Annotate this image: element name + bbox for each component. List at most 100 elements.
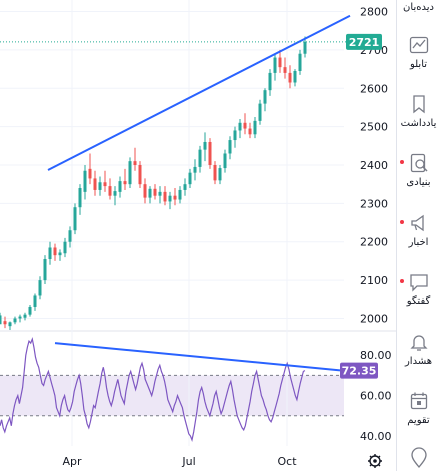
- candle-body: [158, 191, 162, 196]
- candle-body: [293, 70, 297, 83]
- candle-body: [43, 259, 47, 281]
- chat-icon: [409, 274, 428, 292]
- candle-body: [228, 140, 232, 154]
- candle-body: [8, 322, 12, 327]
- candle-body: [103, 182, 107, 187]
- sidebar-item-calendar[interactable]: تقویم: [397, 390, 439, 426]
- candle-body: [233, 130, 237, 141]
- candle-body: [0, 315, 2, 325]
- candle-body: [248, 128, 252, 135]
- candle-body: [3, 321, 7, 325]
- sidebar-item-label: گفتگو: [406, 296, 431, 307]
- candle-body: [163, 191, 167, 202]
- candle-body: [188, 172, 192, 185]
- candle-body: [118, 181, 122, 192]
- sidebar-item-label: تابلو: [409, 59, 428, 70]
- sidebar-item-location[interactable]: [397, 447, 439, 469]
- fundamentals-search-icon: [410, 153, 428, 173]
- rsi-tick-label: 80.00: [360, 349, 392, 362]
- candle-body: [73, 207, 77, 231]
- candle-body: [183, 184, 187, 190]
- last-price-badge: [346, 33, 382, 50]
- sidebar-item-label: یادداشت: [400, 118, 437, 129]
- news-megaphone-icon: [410, 214, 424, 232]
- candle-body: [218, 168, 222, 181]
- candle-body: [128, 161, 132, 185]
- sidebar-item-alerts[interactable]: هشدار: [397, 331, 439, 367]
- candle-body: [263, 90, 267, 104]
- price-tick-label: 2100: [360, 274, 388, 287]
- rsi-value-badge: [340, 362, 378, 379]
- candle-body: [88, 168, 92, 179]
- candle-body: [138, 165, 142, 185]
- candle-body: [223, 153, 227, 169]
- candle-body: [253, 120, 257, 135]
- candle-body: [173, 195, 177, 200]
- price-tick-label: 2600: [360, 82, 388, 95]
- candle-body: [283, 67, 287, 73]
- sidebar-item-fundamentals[interactable]: بنیادی: [397, 152, 439, 188]
- candle-body: [303, 41, 307, 54]
- candle-body: [78, 188, 82, 208]
- price-trendline: [47, 14, 351, 171]
- candle-body: [268, 72, 272, 91]
- candle-body: [168, 195, 172, 202]
- sidebar-item-board[interactable]: تابلو: [397, 34, 439, 70]
- candle-body: [28, 306, 32, 315]
- candle-body: [13, 318, 17, 323]
- candle-body: [178, 189, 182, 200]
- chart-settings-icon[interactable]: [368, 454, 382, 468]
- candle-body: [68, 230, 72, 242]
- sidebar-item-chat[interactable]: گفتگو: [397, 271, 439, 307]
- candle-body: [48, 247, 52, 260]
- notes-icon: [412, 95, 425, 114]
- candle-body: [278, 57, 282, 68]
- candle-body: [98, 182, 102, 190]
- notification-dot: [400, 279, 404, 283]
- rsi-line: [0, 337, 306, 442]
- price-tick-label: 2400: [360, 159, 388, 172]
- candle-body: [298, 53, 302, 71]
- price-tick-label: 2200: [360, 236, 388, 249]
- sidebar-item-label: اخبار: [408, 237, 429, 248]
- candle-body: [108, 186, 112, 196]
- candle-body: [58, 252, 62, 256]
- candle-body: [273, 57, 277, 73]
- candle-body: [63, 241, 67, 254]
- sidebar-item-label: تقویم: [407, 415, 430, 426]
- price-tick-label: 2500: [360, 121, 388, 134]
- sidebar-item-notes[interactable]: یادداشت: [397, 93, 439, 129]
- chart-canvas[interactable]: 28002700260025002400230022002100200080.0…: [0, 0, 396, 471]
- right-sidebar: دیده‌بان تابلو یادداشت بنیادی اخبار: [396, 0, 439, 471]
- candle-body: [38, 280, 42, 296]
- time-tick-label: Oct: [277, 455, 297, 468]
- candle-body: [198, 149, 202, 167]
- rsi-value-label: 72.35: [342, 365, 377, 378]
- sidebar-item-label: هشدار: [404, 356, 433, 367]
- sidebar-item-label: بنیادی: [406, 177, 431, 188]
- sidebar-item-watchlist[interactable]: دیده‌بان: [397, 0, 439, 13]
- candle-body: [148, 188, 152, 198]
- sidebar-item-news[interactable]: اخبار: [397, 212, 439, 248]
- board-chart-icon: [409, 36, 428, 54]
- last-price-label: 2721: [349, 36, 380, 49]
- candle-body: [153, 188, 157, 196]
- candle-body: [133, 161, 137, 165]
- price-tick-label: 2000: [360, 312, 388, 325]
- candle-body: [243, 122, 247, 129]
- candle-body: [113, 191, 117, 196]
- trendline-layer[interactable]: [47, 14, 351, 372]
- time-axis: Apr Jul Oct: [62, 455, 297, 468]
- price-tick-label: 2300: [360, 197, 388, 210]
- rsi-tick-label: 60.00: [360, 390, 392, 403]
- notification-dot: [400, 160, 404, 164]
- location-pin-icon: [410, 447, 427, 469]
- alert-bell-icon: [409, 335, 428, 351]
- candle-body: [213, 165, 217, 181]
- chart-area[interactable]: 2800 2700 2600 2500 2400 2300 2200 2100 2000 80.0…: [0, 0, 396, 471]
- candle-body: [208, 141, 212, 165]
- candle-body: [93, 178, 97, 190]
- time-tick-label: Jul: [181, 455, 195, 468]
- rsi-tick-label: 40.00: [360, 430, 392, 443]
- candle-body: [258, 103, 262, 121]
